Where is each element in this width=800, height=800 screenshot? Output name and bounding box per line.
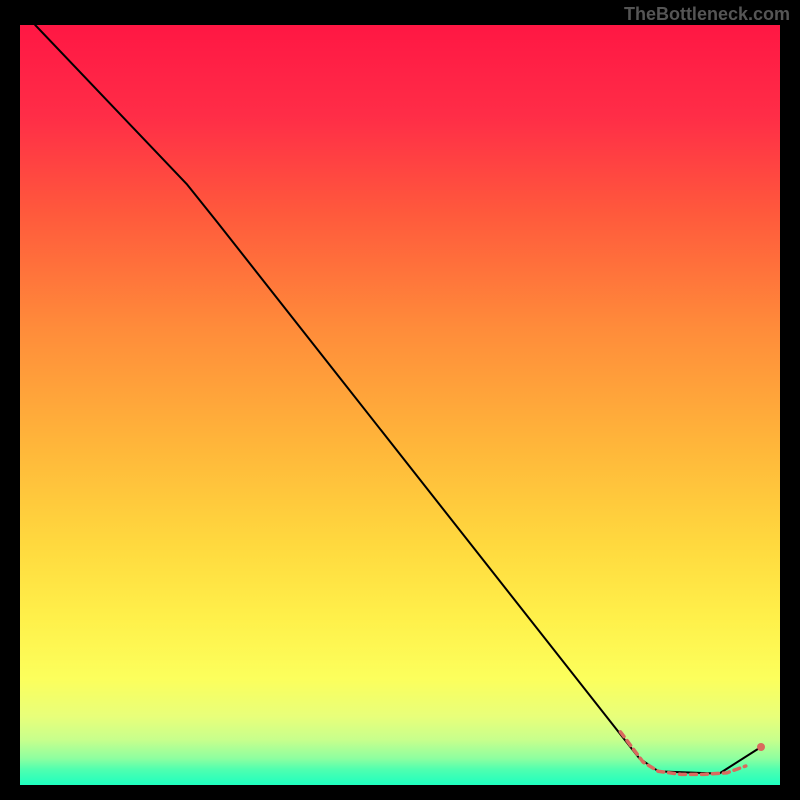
chart-container: TheBottleneck.com <box>0 0 800 800</box>
chart-svg <box>20 25 780 785</box>
plot-area <box>20 25 780 785</box>
end-marker <box>757 743 765 751</box>
watermark-text: TheBottleneck.com <box>624 4 790 25</box>
gradient-background <box>20 25 780 785</box>
